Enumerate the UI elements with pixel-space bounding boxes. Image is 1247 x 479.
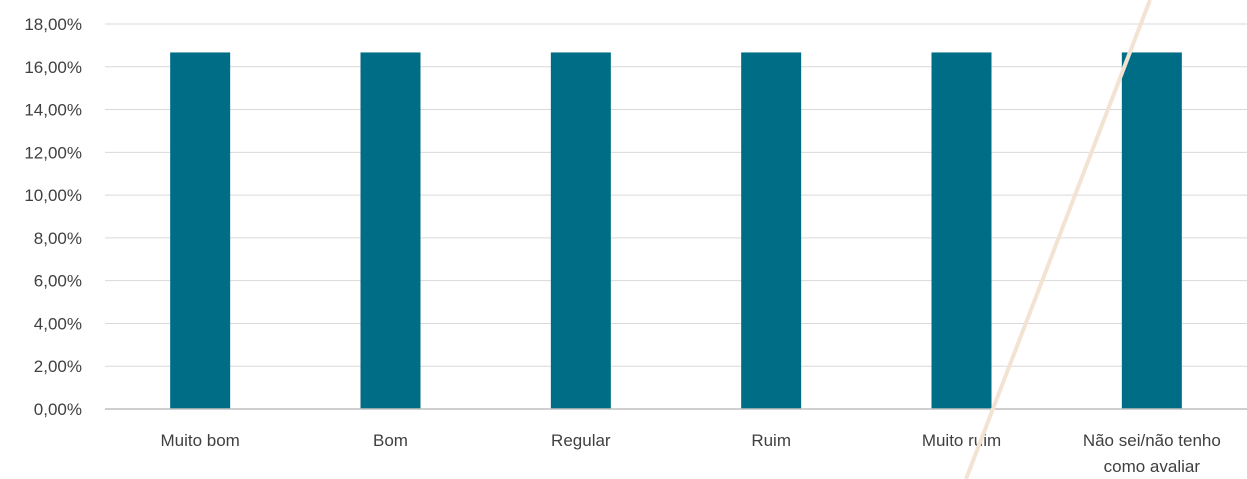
- x-category-label: Ruim: [751, 431, 791, 450]
- bar: [170, 52, 231, 409]
- x-category-label: Regular: [551, 431, 611, 450]
- bar: [550, 52, 611, 409]
- decorative-diagonal-line: [964, 0, 1152, 479]
- x-category-label: Muito bom: [160, 431, 239, 450]
- x-category-label: Bom: [373, 431, 408, 450]
- bar: [741, 52, 802, 409]
- y-axis-tick-labels: 0,00% 2,00% 4,00% 6,00% 8,00% 10,00% 12,00% 14,…: [24, 15, 82, 419]
- y-tick-label: 14,00%: [24, 101, 82, 120]
- bar: [1121, 52, 1182, 409]
- bars: [170, 52, 1182, 409]
- y-tick-label: 16,00%: [24, 58, 82, 77]
- y-tick-label: 0,00%: [34, 400, 82, 419]
- y-tick-label: 8,00%: [34, 229, 82, 248]
- x-category-label: Não sei/não tenho como avaliar: [1083, 431, 1221, 476]
- y-tick-label: 18,00%: [24, 15, 82, 34]
- gridlines: [105, 23, 1247, 367]
- y-tick-label: 12,00%: [24, 143, 82, 162]
- y-tick-label: 4,00%: [34, 314, 82, 333]
- y-tick-label: 10,00%: [24, 186, 82, 205]
- y-tick-label: 2,00%: [34, 357, 82, 376]
- bar: [931, 52, 992, 409]
- bar: [360, 52, 421, 409]
- x-category-label: Muito ruim: [922, 431, 1001, 450]
- x-axis-category-labels: Muito bom Bom Regular Ruim Muito ruim Não sei…: [160, 431, 1220, 476]
- y-tick-label: 6,00%: [34, 272, 82, 291]
